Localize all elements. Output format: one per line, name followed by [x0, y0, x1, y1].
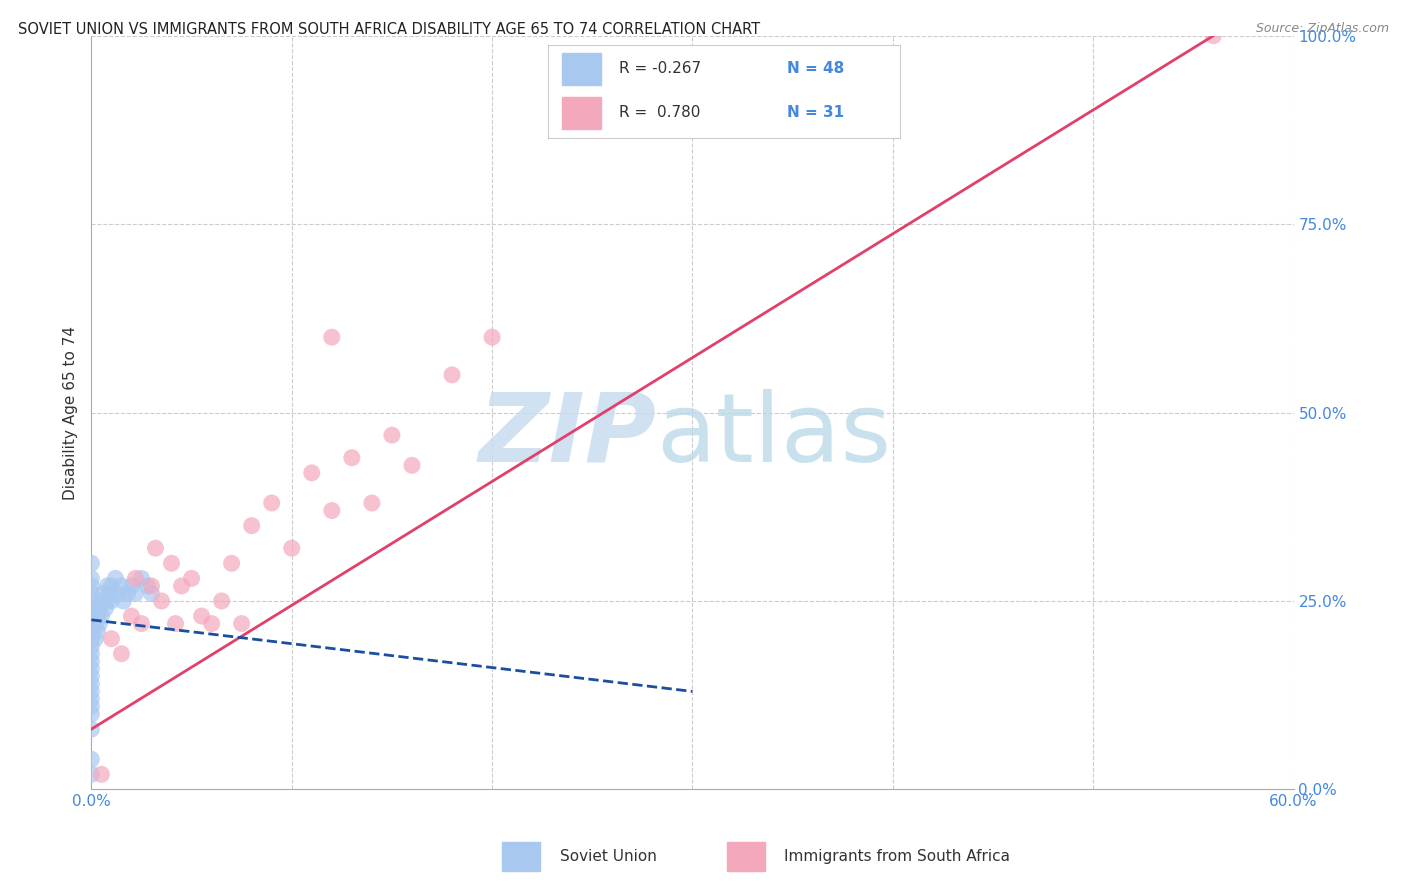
Point	[121, 579, 143, 593]
Point	[117, 586, 139, 600]
Point	[170, 579, 193, 593]
Text: R =  0.780: R = 0.780	[619, 105, 700, 120]
Point	[80, 579, 103, 593]
Point	[112, 594, 135, 608]
Point	[80, 692, 103, 706]
Point	[93, 586, 115, 600]
Point	[131, 616, 153, 631]
Point	[80, 639, 103, 653]
Point	[89, 601, 111, 615]
Text: Source: ZipAtlas.com: Source: ZipAtlas.com	[1256, 22, 1389, 36]
Point	[80, 752, 103, 766]
Point	[80, 677, 103, 691]
Point	[340, 450, 363, 465]
Point	[321, 503, 343, 517]
Point	[381, 428, 404, 442]
Point	[100, 594, 122, 608]
Point	[124, 571, 146, 585]
Point	[321, 330, 343, 344]
Point	[107, 586, 129, 600]
Point	[98, 586, 121, 600]
Text: SOVIET UNION VS IMMIGRANTS FROM SOUTH AFRICA DISABILITY AGE 65 TO 74 CORRELATION: SOVIET UNION VS IMMIGRANTS FROM SOUTH AF…	[18, 22, 761, 37]
Point	[86, 609, 108, 624]
Point	[124, 586, 146, 600]
Point	[150, 594, 173, 608]
Point	[131, 571, 153, 585]
Text: N = 48: N = 48	[787, 62, 845, 77]
Point	[110, 647, 132, 661]
Point	[96, 594, 118, 608]
Point	[100, 632, 122, 646]
Text: atlas: atlas	[657, 389, 891, 482]
Point	[80, 594, 103, 608]
Point	[80, 669, 103, 683]
Point	[231, 616, 253, 631]
Point	[80, 586, 103, 600]
Bar	[562, 53, 602, 85]
Point	[1202, 29, 1225, 43]
Point	[80, 647, 103, 661]
Point	[80, 684, 103, 698]
Point	[221, 557, 243, 571]
Point	[301, 466, 323, 480]
Point	[80, 662, 103, 676]
Point	[141, 579, 163, 593]
Point	[145, 541, 167, 556]
Point	[240, 518, 263, 533]
Point	[190, 609, 212, 624]
Bar	[562, 97, 602, 129]
Point	[440, 368, 463, 382]
Text: ZIP: ZIP	[478, 389, 657, 482]
Point	[90, 767, 112, 781]
Point	[100, 579, 122, 593]
Point	[80, 557, 103, 571]
Point	[80, 722, 103, 736]
Point	[360, 496, 382, 510]
Point	[260, 496, 283, 510]
Point	[80, 601, 103, 615]
Point	[80, 654, 103, 668]
Point	[104, 571, 127, 585]
Point	[121, 609, 143, 624]
Bar	[727, 842, 765, 871]
Point	[90, 609, 112, 624]
Point	[80, 699, 103, 714]
Point	[96, 579, 118, 593]
Point	[80, 609, 103, 624]
Point	[180, 571, 202, 585]
Text: N = 31: N = 31	[787, 105, 845, 120]
Point	[80, 624, 103, 639]
Point	[211, 594, 233, 608]
Point	[80, 571, 103, 585]
Point	[89, 616, 111, 631]
Point	[94, 601, 117, 615]
Y-axis label: Disability Age 65 to 74: Disability Age 65 to 74	[63, 326, 79, 500]
Text: Immigrants from South Africa: Immigrants from South Africa	[785, 849, 1011, 864]
Point	[84, 632, 107, 646]
Point	[481, 330, 503, 344]
Point	[80, 706, 103, 721]
Bar	[502, 842, 540, 871]
Text: R = -0.267: R = -0.267	[619, 62, 700, 77]
Point	[80, 616, 103, 631]
Point	[136, 579, 159, 593]
Point	[80, 632, 103, 646]
Point	[90, 594, 112, 608]
Point	[141, 586, 163, 600]
Point	[281, 541, 304, 556]
Point	[86, 624, 108, 639]
Point	[201, 616, 224, 631]
Point	[110, 579, 132, 593]
Point	[165, 616, 187, 631]
Point	[160, 557, 183, 571]
Point	[401, 458, 423, 473]
Point	[80, 767, 103, 781]
Point	[84, 616, 107, 631]
Text: Soviet Union: Soviet Union	[560, 849, 657, 864]
